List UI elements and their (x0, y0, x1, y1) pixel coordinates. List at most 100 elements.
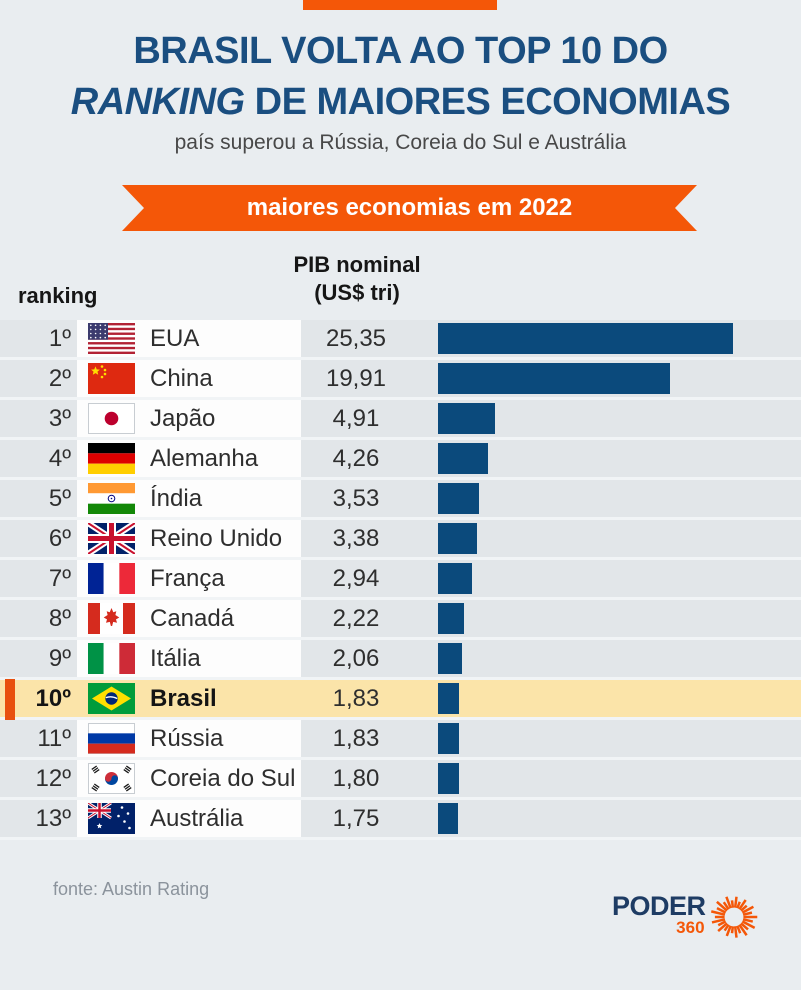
pib-bar (438, 563, 473, 594)
column-header-ranking: ranking (18, 283, 98, 308)
page-title: BRASIL VOLTA AO TOP 10 DO RANKING DE MAI… (0, 26, 801, 128)
page-subtitle: país superou a Rússia, Coreia do Sul e A… (174, 131, 627, 154)
pib-bar (438, 803, 459, 834)
bar-cell (437, 760, 801, 797)
country-label: China (150, 364, 213, 392)
flag-china-icon (88, 363, 135, 394)
country-cell: Reino Unido (77, 520, 301, 557)
highlight-marker (5, 679, 15, 720)
country-cell: Alemanha (77, 440, 301, 477)
rank-label: 10º (35, 684, 71, 712)
country-cell: China (77, 360, 301, 397)
ranking-table: 1º EUA 25,35 2º China 19,91 3º Japão 4,91 4º Alema… (0, 320, 801, 840)
bar-cell (437, 680, 801, 717)
country-label: Rússia (150, 724, 224, 752)
rank-label: 8º (48, 604, 71, 632)
pib-value: 2,22 (332, 604, 380, 632)
bar-cell (437, 640, 801, 677)
rank-label: 1º (48, 324, 71, 352)
bar-cell (437, 720, 801, 757)
pib-value: 3,38 (332, 524, 380, 552)
table-row: 9º Itália 2,06 (0, 640, 801, 677)
flag-eua-icon (88, 323, 135, 354)
table-row: 12º Coreia do Sul 1,80 (0, 760, 801, 797)
country-label: Coreia do Sul (150, 764, 296, 792)
column-header-pib-line2: (US$ tri) (314, 280, 400, 305)
poder-wordmark: PODER (612, 891, 706, 921)
bar-cell (437, 480, 801, 517)
country-label: EUA (150, 324, 200, 352)
pib-bar (438, 603, 464, 634)
table-row: 5º Índia 3,53 (0, 480, 801, 517)
rank-label: 11º (37, 724, 71, 752)
flag-reino-unido-icon (86, 520, 137, 557)
bar-cell (437, 360, 801, 397)
rank-label: 3º (48, 404, 71, 432)
rank-label: 13º (35, 804, 71, 832)
poder360-logo-text: PODER 360 (612, 892, 706, 936)
flag-italia-icon (88, 643, 135, 674)
table-row: 6º Reino Unido 3,38 (0, 520, 801, 557)
country-label: Japão (150, 404, 216, 432)
table-row: 1º EUA 25,35 (0, 320, 801, 357)
pib-value: 1,80 (332, 764, 380, 792)
country-cell: Itália (77, 640, 301, 677)
pib-value: 1,75 (332, 804, 380, 832)
country-label: Austrália (150, 804, 244, 832)
bar-cell (437, 400, 801, 437)
pib-bar (438, 363, 670, 394)
country-label: Alemanha (150, 444, 259, 472)
pib-value: 19,91 (325, 364, 387, 392)
flag-franca-icon (88, 563, 135, 594)
flag-russia-icon (88, 723, 135, 754)
bar-cell (437, 800, 801, 837)
pib-value: 1,83 (332, 724, 380, 752)
pib-bar (438, 483, 480, 514)
country-label: Canadá (150, 604, 235, 632)
country-cell: EUA (77, 320, 301, 357)
rank-label: 5º (48, 484, 71, 512)
rank-label: 2º (48, 364, 71, 392)
bar-cell (437, 320, 801, 357)
table-row: 2º China 19,91 (0, 360, 801, 397)
pib-bar (438, 763, 459, 794)
country-label: Itália (150, 644, 201, 672)
logo-360-label: 360 (676, 918, 705, 937)
title-ranking-word: RANKING (70, 81, 245, 123)
country-cell: Índia (77, 480, 301, 517)
column-header-pib-line1: PIB nominal (293, 252, 421, 277)
title-line-2-rest: DE MAIORES ECONOMIAS (244, 81, 731, 123)
country-label: França (150, 564, 225, 592)
pib-bar (438, 643, 462, 674)
pib-value: 4,26 (332, 444, 380, 472)
bar-cell (437, 600, 801, 637)
flag-canada-icon (88, 603, 135, 634)
country-label: Índia (150, 484, 203, 512)
pib-bar (438, 323, 733, 354)
title-line-1: BRASIL VOLTA AO TOP 10 DO (133, 30, 668, 72)
section-ribbon: maiores economias em 2022 (122, 185, 697, 231)
table-row: 10º Brasil 1,83 (0, 679, 801, 720)
rank-label: 9º (48, 644, 71, 672)
country-cell: Austrália (77, 800, 301, 837)
pib-bar (438, 723, 460, 754)
rank-label: 7º (48, 564, 71, 592)
bar-cell (437, 520, 801, 557)
source-note: fonte: Austin Rating (53, 879, 210, 899)
pib-value: 2,94 (332, 564, 380, 592)
title-line-2: RANKING DE MAIORES ECONOMIAS (0, 77, 801, 128)
pib-bar (438, 683, 460, 714)
pib-bar (438, 443, 488, 474)
table-row: 11º Rússia 1,83 (0, 720, 801, 757)
flag-alemanha-icon (88, 443, 135, 474)
table-row: 4º Alemanha 4,26 (0, 440, 801, 477)
country-cell: Rússia (77, 720, 301, 757)
table-row: 8º Canadá 2,22 (0, 600, 801, 637)
flag-brasil-icon (88, 683, 135, 714)
bar-cell (437, 560, 801, 597)
bar-cell (437, 440, 801, 477)
country-label: Reino Unido (150, 524, 283, 552)
sunburst-icon (710, 893, 758, 941)
pib-value: 4,91 (332, 404, 380, 432)
